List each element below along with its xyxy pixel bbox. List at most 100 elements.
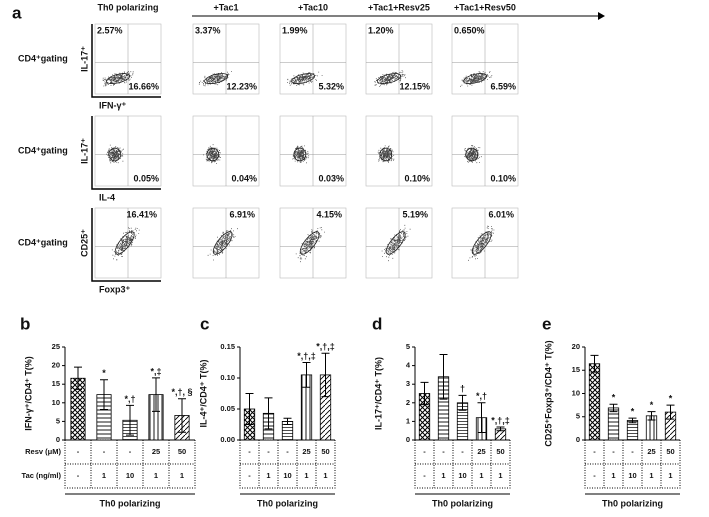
table-frame bbox=[414, 439, 511, 489]
percent-label: 6.59% bbox=[490, 81, 516, 91]
percent-label: 0.05% bbox=[133, 173, 159, 183]
y-tick-label: 5 bbox=[56, 416, 60, 425]
error-bar bbox=[152, 377, 160, 412]
error-bar bbox=[264, 397, 273, 430]
gating-label: CD4⁺gating bbox=[18, 53, 68, 63]
condition-label: +Tac1+Resv50 bbox=[454, 2, 516, 12]
contour bbox=[114, 231, 135, 255]
table-cell: 1 bbox=[180, 471, 184, 480]
table-cell: - bbox=[103, 447, 106, 456]
event-dots bbox=[295, 227, 325, 263]
table-cell: 50 bbox=[496, 447, 504, 456]
y-tick-label: 5 bbox=[576, 412, 580, 421]
bar bbox=[588, 363, 601, 441]
percent-label: 2.57% bbox=[97, 25, 123, 35]
significance-label: *,†,‡ bbox=[491, 415, 510, 425]
table-frame bbox=[64, 439, 196, 489]
percent-label: 0.03% bbox=[318, 173, 344, 183]
quadrant-lines bbox=[452, 24, 518, 94]
gating-label: CD4⁺gating bbox=[18, 237, 68, 247]
y-axis-label: IL-17⁺ bbox=[79, 46, 89, 72]
contour bbox=[465, 147, 479, 162]
table-cell: 1 bbox=[154, 471, 158, 480]
table-cell: 50 bbox=[321, 447, 329, 456]
table-cell: - bbox=[442, 447, 445, 456]
table-cell: 1 bbox=[304, 471, 308, 480]
y-tick-label: 1 bbox=[406, 416, 410, 425]
table-cell: 25 bbox=[302, 447, 310, 456]
table-cell: 1 bbox=[611, 471, 615, 480]
panel-letter: d bbox=[372, 314, 382, 333]
table-cell: - bbox=[129, 447, 132, 456]
percent-label: 0.10% bbox=[490, 173, 516, 183]
x-axis-label: IL-4 bbox=[99, 192, 115, 202]
contour bbox=[204, 73, 229, 85]
error-bar bbox=[302, 362, 311, 388]
y-tick-label: 0.10 bbox=[220, 373, 235, 382]
significance-label: *,†, § bbox=[171, 387, 192, 397]
table-cell: 1 bbox=[323, 471, 327, 480]
error-bar bbox=[609, 403, 618, 413]
table-cell: 25 bbox=[477, 447, 485, 456]
error-bar bbox=[458, 394, 467, 411]
y-tick-label: 0 bbox=[576, 435, 580, 444]
event-dots bbox=[460, 71, 493, 87]
error-bar bbox=[590, 354, 599, 373]
error-bar bbox=[666, 404, 675, 420]
table-frame bbox=[584, 439, 681, 489]
y-tick-label: 15 bbox=[52, 379, 60, 388]
y-tick-label: 15 bbox=[572, 365, 580, 374]
quadrant-lines bbox=[366, 116, 432, 186]
significance-label: * bbox=[669, 394, 673, 404]
gating-label: CD4⁺gating bbox=[18, 145, 68, 155]
table-cell: 25 bbox=[152, 447, 160, 456]
table-cell: - bbox=[631, 447, 634, 456]
bar bbox=[626, 420, 639, 441]
error-bar bbox=[628, 417, 637, 424]
y-axis-label: IL-17⁺ bbox=[79, 138, 89, 164]
table-cell: 1 bbox=[266, 471, 270, 480]
percent-label: 0.10% bbox=[404, 173, 430, 183]
significance-label: *,‡ bbox=[150, 366, 161, 376]
contour bbox=[463, 73, 488, 85]
table-cell: 10 bbox=[458, 471, 466, 480]
y-tick-label: 10 bbox=[572, 388, 580, 397]
y-axis-label: IFN-γ⁺/CD4⁺ T(%) bbox=[23, 356, 33, 431]
x-axis-label: Th0 polarizing bbox=[602, 498, 663, 508]
y-tick-label: 5 bbox=[406, 342, 410, 351]
quadrant-lines bbox=[193, 24, 259, 94]
contour bbox=[293, 147, 307, 162]
panel-letter: a bbox=[12, 3, 22, 22]
percent-label: 3.37% bbox=[195, 25, 221, 35]
table-cell: 1 bbox=[102, 471, 106, 480]
table-cell: 10 bbox=[628, 471, 636, 480]
contour bbox=[212, 231, 233, 255]
significance-label: *,†,‡ bbox=[297, 351, 316, 361]
event-dots bbox=[106, 144, 124, 164]
table-cell: 1 bbox=[649, 471, 653, 480]
axis bbox=[91, 24, 161, 98]
condition-label: +Tac1 bbox=[213, 2, 238, 12]
significance-label: * bbox=[650, 400, 654, 410]
x-axis-label: Th0 polarizing bbox=[432, 498, 493, 508]
significance-label: * bbox=[102, 368, 106, 378]
panel-letter: c bbox=[200, 314, 209, 333]
y-axis-label: CD25⁺ bbox=[79, 229, 89, 257]
table-cell: - bbox=[286, 447, 289, 456]
y-tick-label: 10 bbox=[52, 398, 60, 407]
y-tick-label: 2 bbox=[406, 398, 410, 407]
contour bbox=[379, 147, 393, 162]
bar bbox=[607, 407, 620, 441]
y-tick-label: 25 bbox=[52, 342, 60, 351]
error-bar bbox=[283, 417, 292, 425]
contour bbox=[108, 147, 122, 162]
table-cell: 1 bbox=[668, 471, 672, 480]
quadrant-lines bbox=[95, 116, 161, 186]
percent-label: 12.15% bbox=[399, 81, 430, 91]
table-cell: - bbox=[77, 471, 80, 480]
significance-label: * bbox=[612, 393, 616, 403]
y-tick-label: 0.00 bbox=[220, 435, 235, 444]
y-tick-label: 4 bbox=[406, 361, 411, 370]
percent-label: 5.19% bbox=[402, 209, 428, 219]
